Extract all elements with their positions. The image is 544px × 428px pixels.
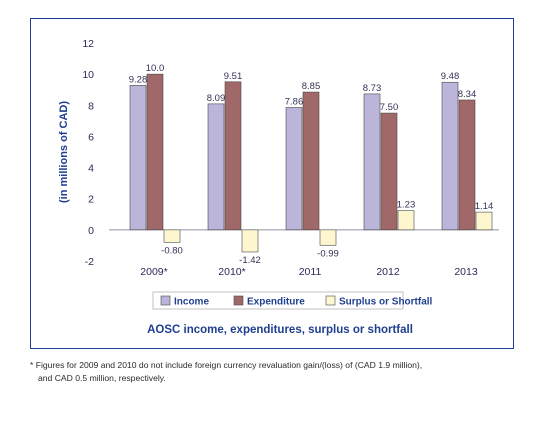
bar-expenditure-2010: [224, 81, 242, 231]
chart-title: AOSC income, expenditures, surplus or sh…: [147, 324, 413, 336]
y-tick-label: 12: [82, 38, 94, 50]
y-tick-label: 6: [88, 131, 94, 143]
y-axis-label: (in millions of CAD): [58, 101, 70, 203]
x-tick-label: 2011: [299, 266, 322, 278]
y-tick-label: 4: [88, 163, 94, 175]
footnote-line-2: and CAD 0.5 million, respectively.: [38, 373, 166, 383]
bar-expenditure-2013: [458, 99, 476, 231]
data-label: 9.48: [441, 71, 460, 82]
x-tick-label: 2013: [454, 266, 478, 278]
bar-surplus-or-shortfall-2009: [163, 229, 181, 243]
chart-legend: Income Expenditure Surplus or Shortfall: [152, 291, 433, 310]
y-tick-label: -2: [85, 256, 94, 268]
y-tick-label: 0: [88, 225, 94, 237]
legend-swatch: [325, 295, 336, 306]
data-label: 10.0: [146, 63, 165, 74]
bar-surplus-or-shortfall-2010: [241, 229, 259, 253]
data-label: 8.09: [207, 93, 226, 104]
bar-surplus-or-shortfall-2011: [319, 229, 337, 246]
legend-label: Surplus or Shortfall: [339, 297, 433, 308]
data-label: 1.14: [475, 201, 494, 212]
data-label: 9.51: [224, 71, 243, 82]
bar-income-2012: [363, 93, 381, 231]
legend-swatch: [160, 295, 171, 306]
bar-surplus-or-shortfall-2012: [397, 210, 415, 231]
data-label: 7.50: [380, 102, 399, 113]
bar-income-2009: [129, 85, 147, 231]
chart-frame: -2 0 2 4 6 8 10 12 2009* 2010* 2011 2012 2013 9.28 10…: [30, 18, 514, 349]
bar-expenditure-2011: [302, 91, 320, 231]
legend-box: [152, 291, 404, 310]
footnote: * Figures for 2009 and 2010 do not inclu…: [30, 359, 520, 385]
y-tick-label: 10: [82, 69, 94, 81]
bar-income-2010: [207, 103, 225, 231]
y-tick-label: 2: [88, 194, 94, 206]
data-label: -0.80: [161, 245, 183, 256]
x-tick-label: 2012: [376, 266, 400, 278]
bar-income-2011: [285, 107, 303, 231]
data-label: 9.28: [129, 74, 148, 85]
data-label: 8.73: [363, 83, 382, 94]
bar-income-2013: [441, 81, 459, 231]
data-label: 8.85: [302, 81, 321, 92]
data-label: 7.86: [285, 96, 304, 107]
footnote-line-1: * Figures for 2009 and 2010 do not inclu…: [30, 360, 423, 370]
data-label: -1.42: [239, 255, 261, 266]
bar-expenditure-2012: [380, 112, 398, 231]
data-label: -0.99: [317, 248, 339, 259]
legend-label: Expenditure: [247, 297, 305, 308]
legend-swatch: [233, 295, 244, 306]
bar-surplus-or-shortfall-2013: [475, 211, 493, 231]
data-label: 8.34: [458, 89, 477, 100]
bar-expenditure-2009: [146, 73, 164, 231]
y-tick-label: 8: [88, 100, 94, 112]
bar-chart: -2 0 2 4 6 8 10 12 2009* 2010* 2011 2012 2013 9.2810…: [58, 38, 499, 336]
x-tick-label: 2010*: [218, 266, 245, 278]
legend-label: Income: [174, 297, 209, 308]
data-label: 1.23: [397, 200, 416, 211]
x-tick-label: 2009*: [140, 266, 167, 278]
